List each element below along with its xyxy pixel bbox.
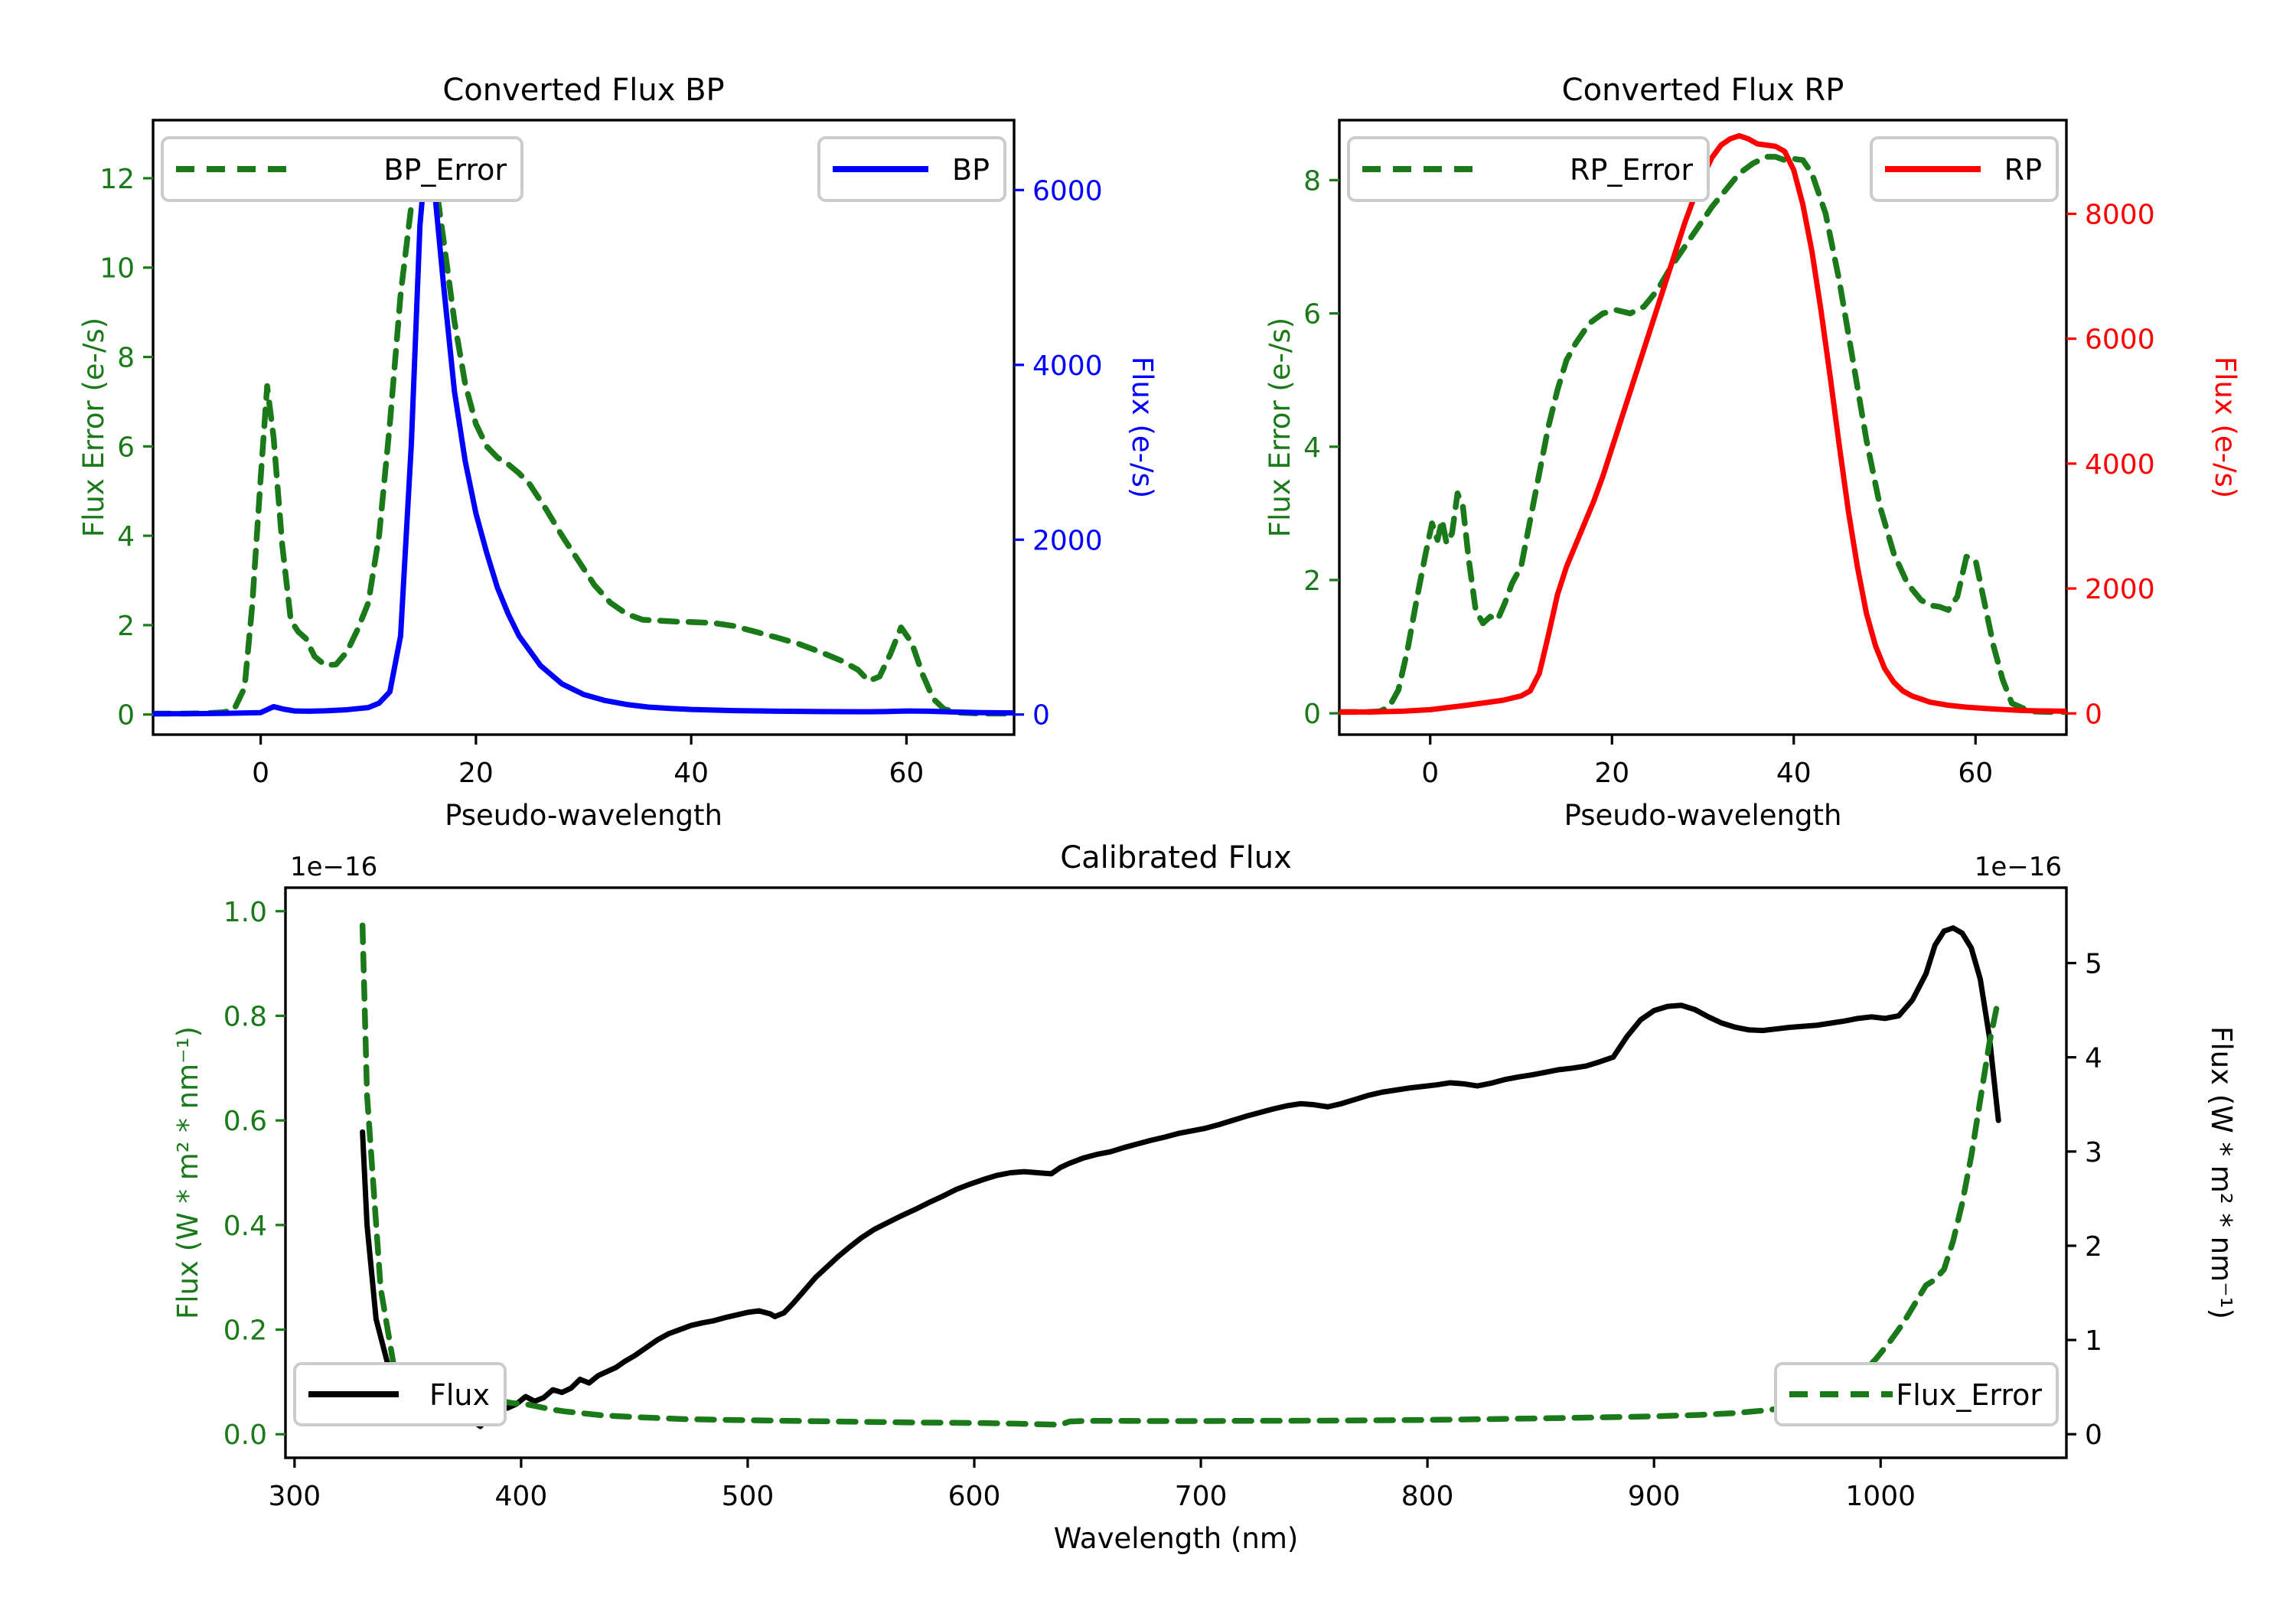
rp-yaxis-title-left: Flux Error (e-/s): [1264, 318, 1296, 537]
rp-xticklabel: 40: [1776, 758, 1812, 789]
rp-yticklabel-left: 8: [1303, 165, 1321, 197]
calibrated-yticklabel-left: 1.0: [223, 897, 267, 928]
rp-yticklabel-right: 6000: [2085, 324, 2155, 356]
calibrated-xticklabel: 500: [722, 1481, 775, 1512]
panel-bp: Converted Flux BP0 20 40 60Pseudo-wavelengt…: [77, 73, 1159, 832]
calibrated-legend-box-error[interactable]: [1774, 1362, 2059, 1426]
rp-legend-error[interactable]: RP_Error: [1347, 136, 1710, 202]
bp-legend-error[interactable]: BP_Error: [161, 136, 523, 202]
bp-xticklabel: 40: [673, 758, 709, 789]
panel-calibrated: Calibrated Flux 300 400 500 600 700 800 900 1000…: [171, 840, 2238, 1555]
calibrated-xticklabel: 400: [495, 1481, 548, 1512]
rp-curves: [1339, 132, 2066, 715]
panel-rp: Converted Flux RP0 20 40 60Pseudo-wavelengt…: [1264, 73, 2242, 832]
calibrated-yticklabel-right: 4: [2085, 1043, 2102, 1074]
rp-xticklabel: 60: [1958, 758, 1993, 789]
rp-xticklabel: 20: [1594, 758, 1629, 789]
bp-legend-label-error: BP_Error: [383, 153, 507, 187]
rp-plot-frame: [1338, 119, 2068, 736]
bp-curves: [153, 148, 1014, 717]
calibrated-yticklabel-left: 0.8: [223, 1001, 267, 1032]
calibrated-legend-box-flux[interactable]: [293, 1362, 507, 1426]
rp-yticklabel-left: 0: [1303, 699, 1321, 730]
rp-legend-box-error[interactable]: [1347, 136, 1710, 202]
bp-series-bp: [153, 148, 1014, 717]
calibrated-legend-label-flux: Flux: [429, 1378, 490, 1412]
calibrated-yaxis-title-right: Flux (W * m² * nm⁻¹): [2205, 1026, 2238, 1319]
calibrated-xticklabel: 900: [1628, 1481, 1681, 1512]
calibrated-legend-flux[interactable]: Flux: [293, 1362, 507, 1426]
calibrated-xticklabel: 300: [268, 1481, 321, 1512]
calibrated-yticklabel-left: 0.0: [223, 1420, 267, 1451]
calibrated-yticklabel-left: 0.4: [223, 1211, 267, 1242]
bp-legend-box-error[interactable]: [161, 136, 523, 202]
rp-yaxis-title-right: Flux (e-/s): [2209, 357, 2242, 498]
calibrated-offset-right: 1e−16: [1975, 852, 2062, 882]
calibrated-xticklabel: 800: [1401, 1481, 1454, 1512]
rp-yticklabel-right: 8000: [2085, 199, 2155, 230]
calibrated-xticklabel: 1000: [1845, 1481, 1916, 1512]
bp-xticklabel: 0: [252, 758, 269, 789]
calibrated-plot-frame: [284, 886, 2068, 1459]
bp-yticklabel-left: 8: [117, 343, 135, 374]
calibrated-xaxis-title: Wavelength (nm): [1054, 1522, 1299, 1555]
calibrated-xticklabel: 700: [1175, 1481, 1228, 1512]
bp-legend-label-flux: BP: [952, 153, 990, 187]
calibrated-yticklabel-right: 0: [2085, 1420, 2102, 1451]
bp-plot-frame: [152, 119, 1016, 736]
rp-legend-label-flux: RP: [2004, 153, 2042, 187]
calibrated-series-flux: [360, 925, 2001, 1429]
calibrated-offset-left: 1e−16: [290, 852, 377, 882]
calibrated-yticklabel-right: 3: [2085, 1137, 2102, 1169]
calibrated-chart-title: Calibrated Flux: [1060, 840, 1292, 875]
rp-yticklabel-left: 6: [1303, 299, 1321, 331]
bp-yticklabel-right: 6000: [1032, 175, 1103, 207]
calibrated-yaxis-title-left: Flux (W * m² * nm⁻¹): [171, 1026, 204, 1319]
rp-yticklabel-right: 4000: [2085, 449, 2155, 481]
calibrated-yticklabel-left: 0.2: [223, 1315, 267, 1347]
rp-series-rp_error: [1339, 154, 2066, 715]
bp-yticklabel-right: 0: [1032, 700, 1050, 732]
rp-yticklabel-right: 2000: [2085, 574, 2155, 605]
calibrated-xticklabel: 600: [948, 1481, 1001, 1512]
calibrated-yticklabel-right: 5: [2085, 949, 2102, 980]
bp-legend-flux[interactable]: BP: [817, 136, 1006, 202]
rp-legend-label-error: RP_Error: [1570, 153, 1693, 187]
calibrated-series-flux_error: [359, 922, 2001, 1428]
bp-series-bp_error: [153, 155, 1014, 717]
bp-chart-title: Converted Flux BP: [442, 73, 724, 108]
calibrated-yticklabel-right: 1: [2085, 1325, 2102, 1357]
bp-yticklabel-left: 0: [117, 700, 135, 732]
rp-yticklabel-left: 2: [1303, 566, 1321, 597]
rp-yticklabel-left: 4: [1303, 432, 1321, 464]
rp-xaxis-title: Pseudo-wavelength: [1564, 799, 1842, 832]
bp-yaxis-title-left: Flux Error (e-/s): [77, 318, 110, 537]
calibrated-legend-label-error: Flux_Error: [1896, 1378, 2042, 1412]
calibrated-yticklabel-left: 0.6: [223, 1106, 267, 1137]
bp-yticklabel-right: 4000: [1032, 350, 1103, 382]
calibrated-legend-error[interactable]: Flux_Error: [1774, 1362, 2059, 1426]
calibrated-yticklabel-right: 2: [2085, 1231, 2102, 1263]
bp-xticklabel: 60: [889, 758, 924, 789]
bp-xaxis-title: Pseudo-wavelength: [445, 799, 722, 832]
bp-yaxis-title-right: Flux (e-/s): [1126, 357, 1159, 498]
bp-yticklabel-right: 2000: [1032, 525, 1103, 556]
rp-series-rp: [1339, 132, 2066, 715]
rp-yticklabel-right: 0: [2085, 699, 2102, 730]
rp-legend-flux[interactable]: RP: [1870, 136, 2059, 202]
bp-yticklabel-left: 10: [99, 253, 135, 285]
bp-xticklabel: 20: [458, 758, 494, 789]
rp-chart-title: Converted Flux RP: [1562, 73, 1844, 108]
bp-yticklabel-left: 4: [117, 521, 135, 553]
calibrated-curves: [359, 922, 2001, 1429]
bp-yticklabel-left: 12: [99, 164, 135, 195]
rp-xticklabel: 0: [1421, 758, 1439, 789]
bp-yticklabel-left: 6: [117, 432, 135, 463]
bp-yticklabel-left: 2: [117, 611, 135, 642]
